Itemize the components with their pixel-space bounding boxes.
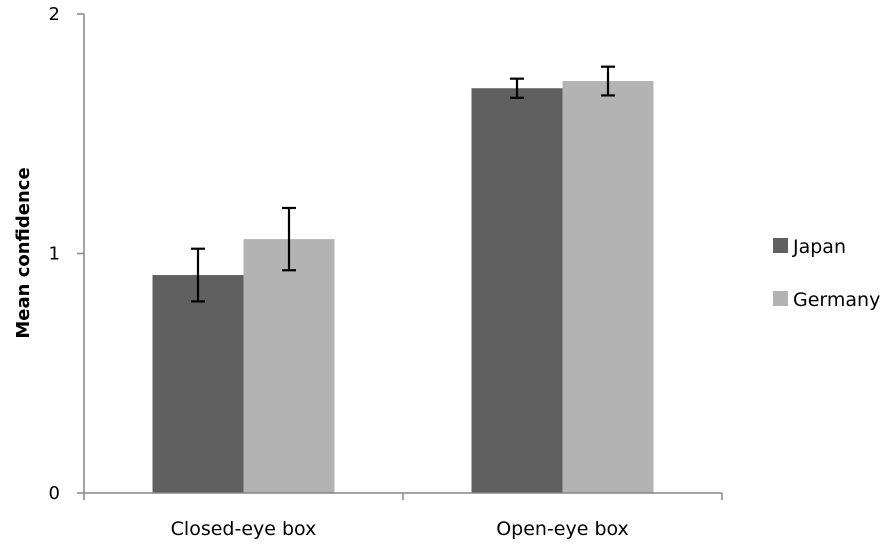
legend-swatch-japan [773,238,788,253]
y-tick-label: 0 [49,483,60,504]
error-bars-layer [191,65,615,303]
legend-label-germany: Germany [793,289,880,311]
y-tick-label: 1 [49,244,60,265]
error-bar [282,206,296,272]
error-bar [510,77,524,99]
bars-layer [152,81,654,494]
error-bar [191,247,205,303]
bar-germany [243,239,335,493]
x-category-label: Open-eye box [496,518,629,540]
error-bar [601,65,615,97]
legend-label-japan: Japan [792,236,846,258]
x-axis-ticks: Closed-eye box Open-eye box [83,493,723,540]
x-category-label: Closed-eye box [171,518,317,540]
y-axis-title: Mean confidence [13,167,34,338]
bar-germany [562,81,654,493]
y-axis-ticks: 0 1 2 [49,4,84,504]
bar-japan [152,275,244,493]
y-tick-label: 2 [49,4,60,25]
legend-swatch-germany [773,291,788,306]
legend: Japan Germany [773,236,880,311]
bar-japan [471,88,563,494]
